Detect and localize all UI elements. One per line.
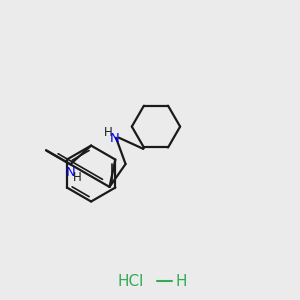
Text: N: N bbox=[65, 166, 75, 179]
Text: N: N bbox=[110, 132, 119, 145]
Text: H: H bbox=[72, 171, 81, 184]
Text: H: H bbox=[103, 126, 112, 139]
Text: HCl: HCl bbox=[118, 274, 144, 289]
Text: H: H bbox=[175, 274, 187, 289]
